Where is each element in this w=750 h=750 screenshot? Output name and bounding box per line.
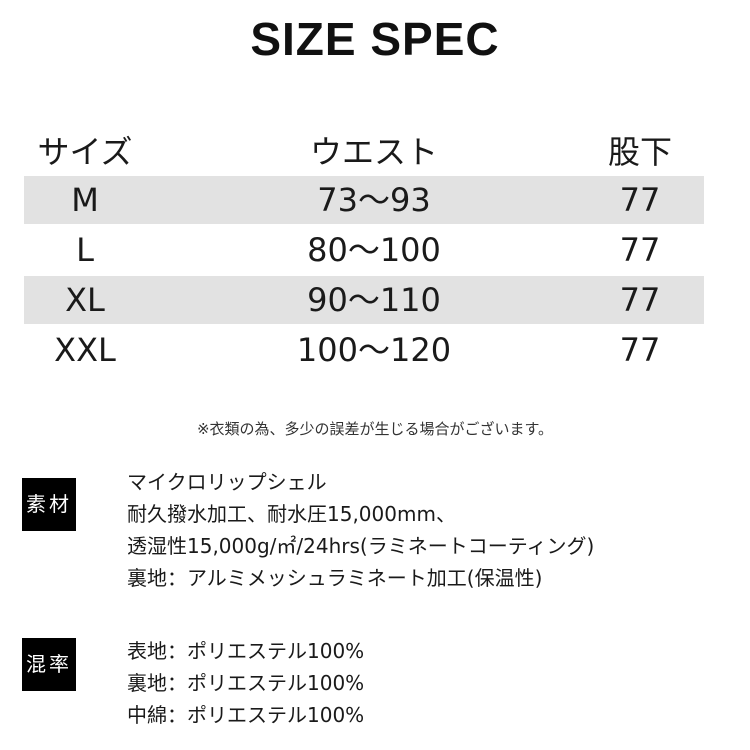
composition-label: 混率 bbox=[22, 638, 76, 691]
material-line: 透湿性15,000g/㎡/24hrs(ラミネートコーティング) bbox=[127, 534, 595, 558]
table-row: M 73〜93 77 bbox=[24, 176, 704, 224]
table-header: サイズ ウエスト 股下 bbox=[24, 128, 704, 176]
cell-waist: 80〜100 bbox=[307, 231, 441, 269]
header-waist: ウエスト bbox=[309, 133, 438, 171]
cell-waist: 100〜120 bbox=[296, 331, 452, 369]
header-size: サイズ bbox=[37, 133, 133, 171]
cell-waist: 73〜93 bbox=[317, 181, 431, 219]
composition-details: 表地：ポリエステル100% 裏地：ポリエステル100% 中綿：ポリエステル100… bbox=[127, 635, 364, 731]
header-inseam: 股下 bbox=[607, 133, 672, 171]
cell-inseam: 77 bbox=[619, 181, 661, 219]
material-line: 裏地：アルミメッシュラミネート加工(保温性) bbox=[127, 566, 543, 590]
material-details: マイクロリップシェル 耐久撥水加工、耐水圧15,000mm、 透湿性15,000… bbox=[127, 466, 594, 594]
cell-size: XXL bbox=[54, 331, 116, 369]
cell-size: L bbox=[76, 231, 94, 269]
composition-line: 裏地：ポリエステル100% bbox=[127, 671, 365, 695]
cell-waist: 90〜110 bbox=[307, 281, 441, 319]
composition-line: 中綿：ポリエステル100% bbox=[127, 703, 365, 727]
page-title: SIZE SPEC bbox=[250, 13, 500, 65]
table-row: XL 90〜110 77 bbox=[24, 276, 704, 324]
material-label: 素材 bbox=[22, 478, 76, 531]
cell-inseam: 77 bbox=[619, 281, 661, 319]
disclaimer-note: ※衣類の為、多少の誤差が生じる場合がございます。 bbox=[196, 420, 554, 438]
material-line: 耐久撥水加工、耐水圧15,000mm、 bbox=[127, 502, 456, 526]
cell-inseam: 77 bbox=[619, 231, 661, 269]
composition-line: 表地：ポリエステル100% bbox=[127, 639, 365, 663]
table-row: XXL 100〜120 77 bbox=[24, 326, 704, 374]
cell-size: M bbox=[71, 181, 99, 219]
material-line: マイクロリップシェル bbox=[127, 470, 327, 494]
table-row: L 80〜100 77 bbox=[24, 226, 704, 274]
cell-inseam: 77 bbox=[619, 331, 661, 369]
cell-size: XL bbox=[65, 281, 105, 319]
